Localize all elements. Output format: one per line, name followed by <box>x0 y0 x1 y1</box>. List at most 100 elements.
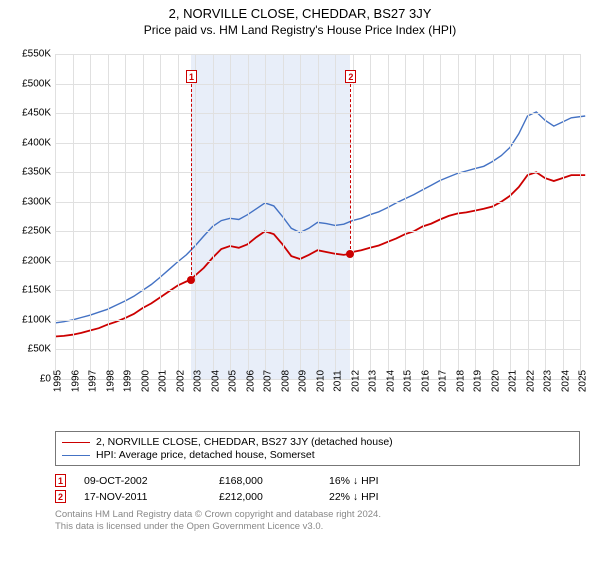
legend-label: 2, NORVILLE CLOSE, CHEDDAR, BS27 3JY (de… <box>96 436 393 448</box>
x-axis-label: 2012 <box>350 370 361 392</box>
y-axis-label: £300K <box>22 196 51 207</box>
grid-line-v <box>545 54 546 379</box>
grid-line-v <box>580 54 581 379</box>
y-axis-label: £200K <box>22 255 51 266</box>
x-axis-label: 2005 <box>228 370 239 392</box>
marker-line <box>350 84 351 254</box>
y-axis-label: £150K <box>22 285 51 296</box>
legend-swatch <box>62 442 90 443</box>
marker-dot <box>187 276 195 284</box>
x-axis-label: 2016 <box>420 370 431 392</box>
y-axis-label: £100K <box>22 314 51 325</box>
transaction-marker: 1 <box>55 474 66 487</box>
x-axis-label: 2003 <box>193 370 204 392</box>
x-axis-label: 2024 <box>560 370 571 392</box>
x-axis-label: 2015 <box>403 370 414 392</box>
y-axis-label: £550K <box>22 49 51 60</box>
y-axis-label: £250K <box>22 226 51 237</box>
footnote: Contains HM Land Registry data © Crown c… <box>55 509 580 533</box>
grid-line-v <box>195 54 196 379</box>
x-axis-label: 2002 <box>175 370 186 392</box>
marker-box: 1 <box>186 70 197 83</box>
grid-line-v <box>265 54 266 379</box>
grid-line-v <box>335 54 336 379</box>
x-axis-label: 2011 <box>333 370 344 392</box>
grid-line-v <box>178 54 179 379</box>
x-axis-label: 2025 <box>578 370 589 392</box>
transaction-price: £168,000 <box>219 475 329 487</box>
grid-line-v <box>125 54 126 379</box>
grid-line-v <box>73 54 74 379</box>
y-axis-label: £350K <box>22 167 51 178</box>
transaction-pct: 16% ↓ HPI <box>329 475 424 487</box>
x-axis-label: 2014 <box>385 370 396 392</box>
legend-and-footer: 2, NORVILLE CLOSE, CHEDDAR, BS27 3JY (de… <box>55 431 580 533</box>
chart-container: 2, NORVILLE CLOSE, CHEDDAR, BS27 3JY Pri… <box>0 6 600 566</box>
x-axis-label: 2020 <box>490 370 501 392</box>
grid-line-v <box>143 54 144 379</box>
grid-line-v <box>160 54 161 379</box>
y-axis-label: £0 <box>40 374 51 385</box>
y-axis-label: £50K <box>28 344 51 355</box>
series-price_paid <box>55 172 585 336</box>
x-axis-label: 1998 <box>105 370 116 392</box>
transaction-marker: 2 <box>55 490 66 503</box>
grid-line-v <box>423 54 424 379</box>
x-axis-label: 2010 <box>315 370 326 392</box>
x-axis-label: 1997 <box>88 370 99 392</box>
legend-swatch <box>62 455 90 456</box>
x-axis-label: 2000 <box>140 370 151 392</box>
grid-line-v <box>318 54 319 379</box>
grid-line-v <box>370 54 371 379</box>
grid-line-v <box>563 54 564 379</box>
footnote-line2: This data is licensed under the Open Gov… <box>55 521 580 533</box>
x-axis-label: 2008 <box>280 370 291 392</box>
x-axis-label: 2013 <box>368 370 379 392</box>
x-axis-label: 2007 <box>263 370 274 392</box>
grid-line-v <box>388 54 389 379</box>
x-axis-label: 2019 <box>473 370 484 392</box>
transaction-date: 09-OCT-2002 <box>84 475 219 487</box>
x-axis-label: 2021 <box>508 370 519 392</box>
x-axis-label: 1995 <box>53 370 64 392</box>
legend-item: 2, NORVILLE CLOSE, CHEDDAR, BS27 3JY (de… <box>62 436 573 448</box>
x-axis-label: 1999 <box>123 370 134 392</box>
marker-box: 2 <box>345 70 356 83</box>
legend-box: 2, NORVILLE CLOSE, CHEDDAR, BS27 3JY (de… <box>55 431 580 466</box>
grid-line-v <box>475 54 476 379</box>
x-axis-label: 2001 <box>158 370 169 392</box>
chart-plot-area: £0£50K£100K£150K£200K£250K£300K£350K£400… <box>55 54 580 380</box>
grid-line-v <box>283 54 284 379</box>
grid-line-v <box>405 54 406 379</box>
grid-line-v <box>510 54 511 379</box>
grid-line-v <box>90 54 91 379</box>
x-axis-label: 2018 <box>455 370 466 392</box>
grid-line-v <box>213 54 214 379</box>
grid-line-v <box>108 54 109 379</box>
grid-line-v <box>230 54 231 379</box>
x-axis-label: 2009 <box>298 370 309 392</box>
grid-line-v <box>353 54 354 379</box>
x-axis-label: 2022 <box>525 370 536 392</box>
grid-line-v <box>55 54 56 379</box>
grid-line-v <box>248 54 249 379</box>
transaction-price: £212,000 <box>219 491 329 503</box>
footnote-line1: Contains HM Land Registry data © Crown c… <box>55 509 580 521</box>
y-axis-label: £500K <box>22 78 51 89</box>
x-axis-label: 2017 <box>438 370 449 392</box>
x-axis-label: 2004 <box>210 370 221 392</box>
legend-item: HPI: Average price, detached house, Some… <box>62 449 573 461</box>
chart-subtitle: Price paid vs. HM Land Registry's House … <box>0 23 600 37</box>
transaction-row: 1 09-OCT-2002£168,00016% ↓ HPI <box>55 474 580 487</box>
legend-label: HPI: Average price, detached house, Some… <box>96 449 315 461</box>
transactions-table: 1 09-OCT-2002£168,00016% ↓ HPI 2 17-NOV-201… <box>55 474 580 503</box>
x-axis-label: 2006 <box>245 370 256 392</box>
y-axis-label: £400K <box>22 137 51 148</box>
transaction-date: 17-NOV-2011 <box>84 491 219 503</box>
x-axis-label: 2023 <box>543 370 554 392</box>
y-axis-label: £450K <box>22 108 51 119</box>
x-axis-label: 1996 <box>70 370 81 392</box>
grid-line-v <box>493 54 494 379</box>
grid-line-v <box>458 54 459 379</box>
marker-dot <box>346 250 354 258</box>
